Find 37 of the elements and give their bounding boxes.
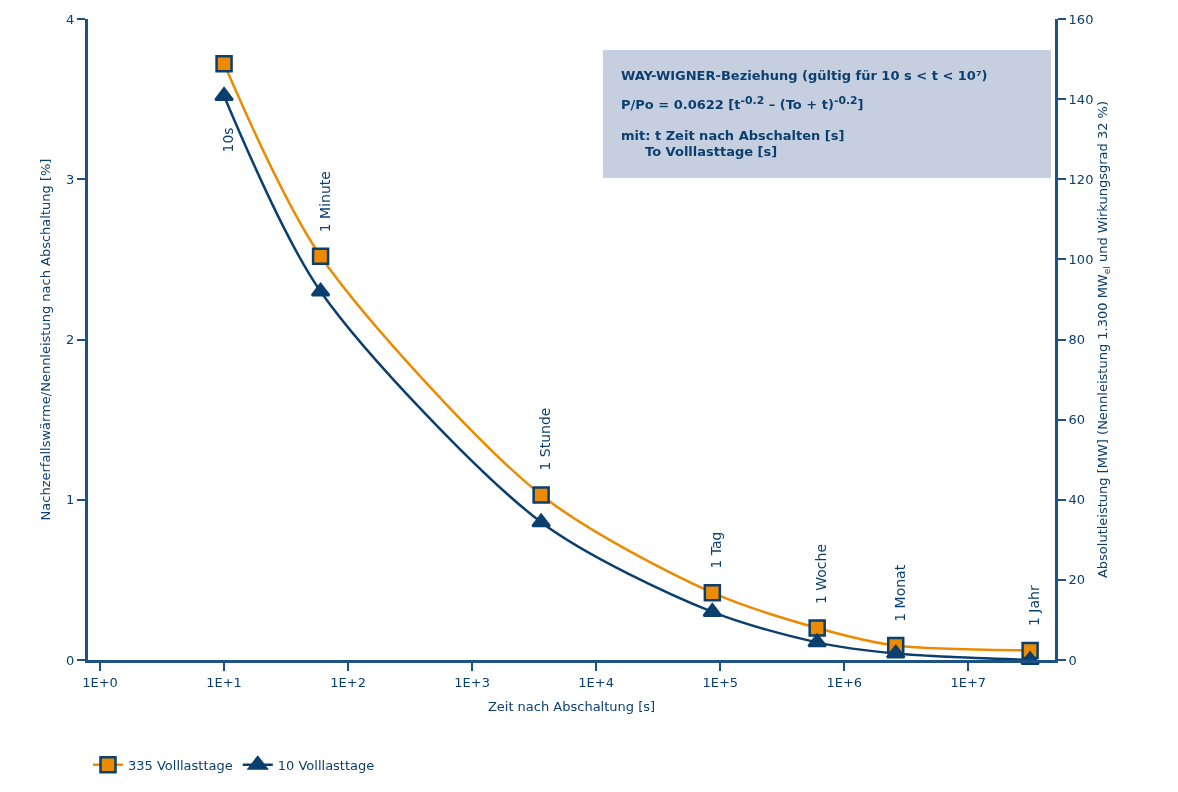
y2-tick-label: 0 [1068,652,1077,668]
y-tick-label: 4 [66,11,75,27]
x-tick-label: 1E+7 [950,674,987,690]
y2-tick-label: 20 [1068,572,1086,588]
y-tick-label: 1 [66,492,75,508]
y-tick-label: 2 [66,332,75,348]
x-tick-label: 1E+4 [578,674,615,690]
x-tick-label: 1E+3 [454,674,490,690]
y2-tick-label: 100 [1068,251,1094,267]
y2-tick-label: 160 [1068,11,1094,27]
y-tick-label: 0 [66,652,75,668]
annotation: 1 Minute [316,171,333,233]
x-tick-label: 1E+2 [330,674,366,690]
y2-tick-label: 40 [1068,492,1086,508]
legend-label: 335 Volllasttage [128,757,233,773]
y2-tick-label: 80 [1068,332,1086,348]
y2-tick-label: 120 [1068,171,1094,187]
x-tick-label: 1E+5 [702,674,739,690]
annotation: P/Po = 0.0622 [t$^{-0.2}$ – (To + t)$^{-0.2}$] [621,94,865,114]
annotation: 1 Jahr [1026,585,1043,626]
legend-label: 10 Volllasttage [277,757,375,773]
y-tick-label: 3 [66,171,75,187]
annotation: 10s [219,127,236,153]
annotation: 1 Tag [708,531,725,569]
y2-tick-label: 140 [1068,91,1094,107]
x-tick-label: 1E+0 [82,674,118,690]
x-tick-label: 1E+6 [826,674,863,690]
annotation: WAY-WIGNER-Beziehung (gültig für 10 s < t < 10⁷) [621,68,989,85]
y2-tick-label: 60 [1068,412,1086,428]
x-axis-title: Zeit nach Abschaltung [s] [487,699,656,714]
annotation: 1 Woche [813,543,830,605]
annotation: 1 Stunde [536,407,553,471]
annotation: To Volllasttage [s] [645,144,779,161]
y-axis-title: Nachzerfallswärme/Nennleistung nach Abschaltung [%] [38,158,53,521]
annotation: 1 Monat [891,564,908,622]
annotation: mit: t Zeit nach Abschalten [s] [621,127,846,145]
x-tick-label: 1E+1 [206,674,242,690]
